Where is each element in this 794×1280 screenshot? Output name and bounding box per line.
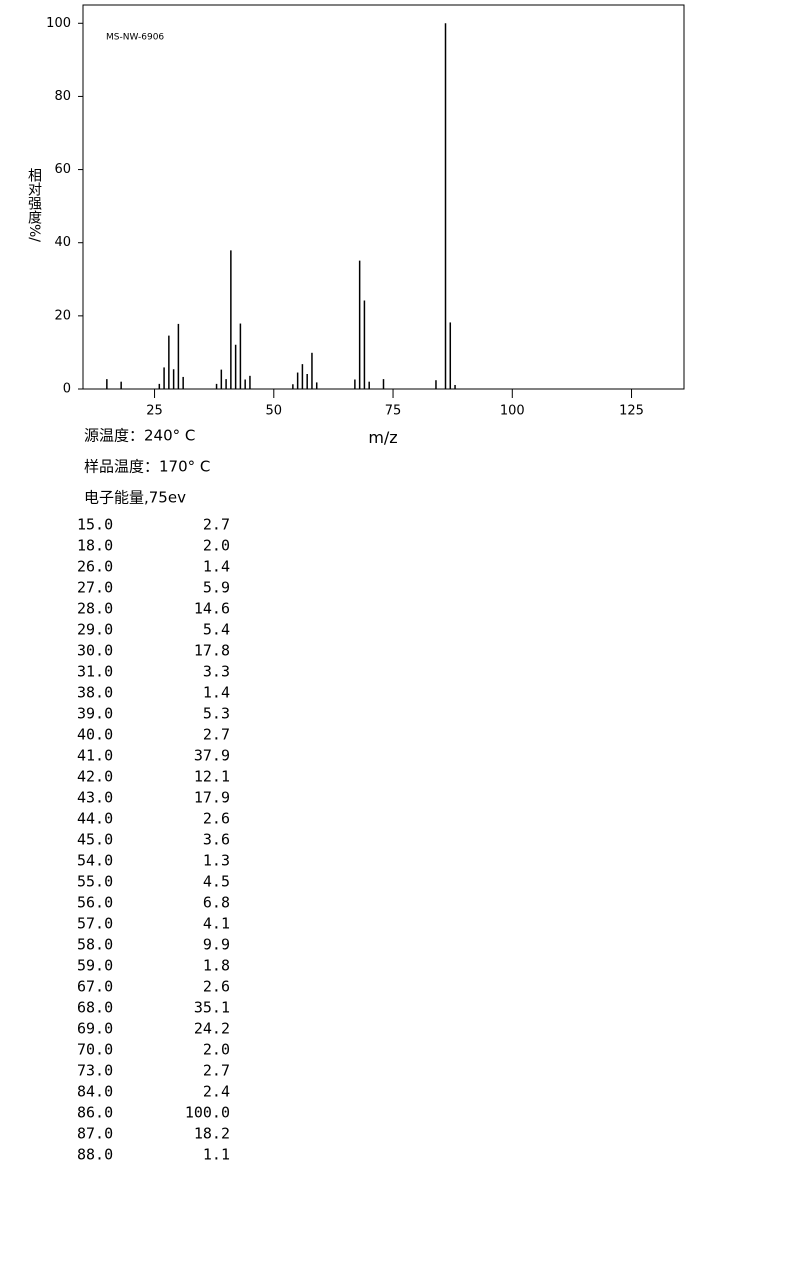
mz-cell: 73.0 [77, 1062, 113, 1080]
mz-cell: 55.0 [77, 873, 113, 891]
intensity-cell: 24.2 [194, 1020, 230, 1038]
intensity-cell: 6.8 [203, 894, 230, 912]
intensity-cell: 4.1 [203, 915, 230, 933]
intensity-cell: 12.1 [194, 768, 230, 786]
intensity-cell: 2.6 [203, 978, 230, 996]
intensity-cell: 2.6 [203, 810, 230, 828]
mz-cell: 84.0 [77, 1083, 113, 1101]
intensity-cell: 14.6 [194, 600, 230, 618]
mz-cell: 54.0 [77, 852, 113, 870]
intensity-cell: 9.9 [203, 936, 230, 954]
intensity-cell: 5.9 [203, 579, 230, 597]
x-tick-label: 50 [266, 404, 283, 419]
mz-cell: 68.0 [77, 999, 113, 1017]
mz-cell: 26.0 [77, 558, 113, 576]
x-axis-label: m/z [368, 428, 397, 447]
y-tick-label: 80 [54, 89, 71, 104]
mz-cell: 58.0 [77, 936, 113, 954]
x-tick-label: 125 [619, 404, 644, 419]
mz-cell: 87.0 [77, 1125, 113, 1143]
intensity-cell: 2.7 [203, 726, 230, 744]
plot-frame [82, 4, 685, 390]
mz-cell: 42.0 [77, 768, 113, 786]
intensity-cell: 35.1 [194, 999, 230, 1017]
condition: 样品温度：170° C [84, 458, 210, 476]
intensity-cell: 37.9 [194, 747, 230, 765]
y-tick-label: 60 [54, 162, 71, 177]
mz-cell: 27.0 [77, 579, 113, 597]
mz-cell: 69.0 [77, 1020, 113, 1038]
mz-cell: 44.0 [77, 810, 113, 828]
mz-cell: 39.0 [77, 705, 113, 723]
mz-cell: 40.0 [77, 726, 113, 744]
mz-cell: 57.0 [77, 915, 113, 933]
x-tick-label: 25 [146, 404, 163, 419]
intensity-cell: 2.7 [203, 1062, 230, 1080]
intensity-cell: 4.5 [203, 873, 230, 891]
mz-cell: 43.0 [77, 789, 113, 807]
mz-cell: 56.0 [77, 894, 113, 912]
mz-cell: 38.0 [77, 684, 113, 702]
intensity-cell: 2.0 [203, 1041, 230, 1059]
intensity-cell: 5.4 [203, 621, 230, 639]
intensity-cell: 1.1 [203, 1146, 230, 1164]
condition: 源温度：240° C [84, 427, 195, 445]
x-tick-label: 100 [500, 404, 525, 419]
mz-cell: 67.0 [77, 978, 113, 996]
y-tick-label: 100 [46, 16, 71, 31]
mz-cell: 86.0 [77, 1104, 113, 1122]
y-tick-label: 40 [54, 235, 71, 250]
intensity-cell: 3.3 [203, 663, 230, 681]
intensity-cell: 17.9 [194, 789, 230, 807]
y-tick-label: 20 [54, 308, 71, 323]
intensity-cell: 17.8 [194, 642, 230, 660]
mz-cell: 45.0 [77, 831, 113, 849]
intensity-cell: 1.4 [203, 558, 230, 576]
intensity-cell: 100.0 [185, 1104, 230, 1122]
mz-cell: 41.0 [77, 747, 113, 765]
condition: 电子能量,75ev [84, 489, 186, 507]
y-axis-label: 相对强度%/ [26, 168, 42, 242]
intensity-cell: 1.4 [203, 684, 230, 702]
intensity-cell: 2.7 [203, 516, 230, 534]
mz-cell: 15.0 [77, 516, 113, 534]
y-tick-label: 0 [63, 382, 71, 397]
mz-cell: 88.0 [77, 1146, 113, 1164]
intensity-cell: 3.6 [203, 831, 230, 849]
mz-cell: 31.0 [77, 663, 113, 681]
mz-cell: 30.0 [77, 642, 113, 660]
mz-cell: 70.0 [77, 1041, 113, 1059]
mz-cell: 59.0 [77, 957, 113, 975]
intensity-cell: 1.8 [203, 957, 230, 975]
mz-cell: 28.0 [77, 600, 113, 618]
intensity-cell: 2.4 [203, 1083, 230, 1101]
x-tick-label: 75 [385, 404, 402, 419]
mz-cell: 29.0 [77, 621, 113, 639]
intensity-cell: 5.3 [203, 705, 230, 723]
annotation: MS-NW-6906 [106, 33, 164, 43]
mz-cell: 18.0 [77, 537, 113, 555]
intensity-cell: 1.3 [203, 852, 230, 870]
intensity-cell: 18.2 [194, 1125, 230, 1143]
intensity-cell: 2.0 [203, 537, 230, 555]
